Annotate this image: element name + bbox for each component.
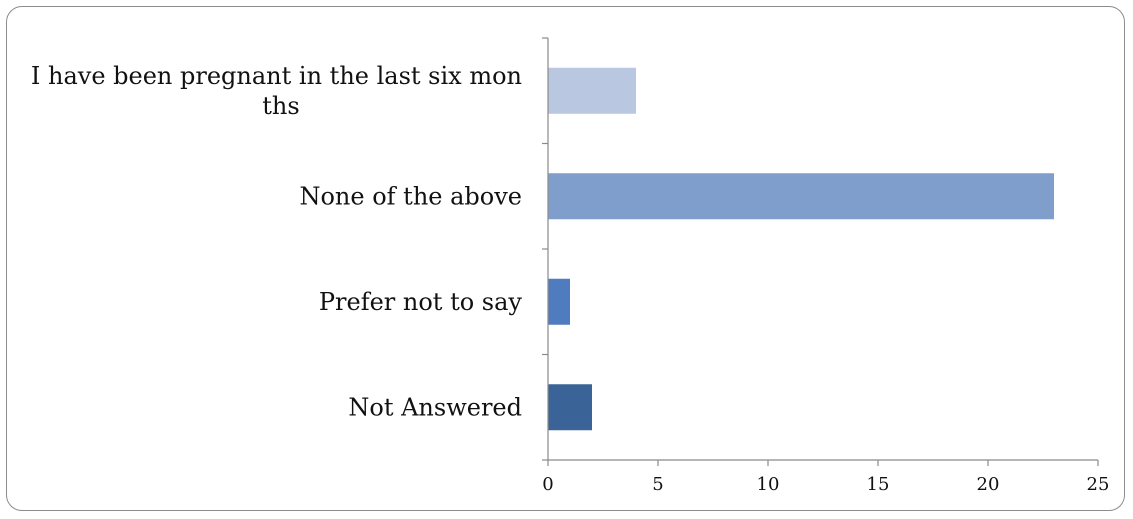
- bar-1: [548, 173, 1054, 220]
- x-tick-label-3: 15: [867, 474, 890, 495]
- bar-0: [548, 67, 636, 114]
- category-label-0-line-1: ths: [262, 92, 299, 120]
- category-label-2-line-0: Prefer not to say: [319, 288, 523, 316]
- x-tick-label-0: 0: [542, 474, 553, 495]
- category-label-1-line-0: None of the above: [299, 182, 522, 210]
- x-tick-labels-group: 0 5 10 15 20 25: [542, 474, 1109, 495]
- x-tick-label-5: 25: [1087, 474, 1110, 495]
- axes-group: [542, 37, 1099, 466]
- bar-2: [548, 278, 570, 325]
- category-label-0-line-0: I have been pregnant in the last six mon: [31, 62, 522, 90]
- x-tick-label-2: 10: [757, 474, 780, 495]
- bar-3: [548, 384, 592, 431]
- bars-group: [548, 67, 1054, 431]
- x-tick-label-4: 20: [977, 474, 1000, 495]
- x-tick-label-1: 5: [652, 474, 663, 495]
- category-labels-group: I have been pregnant in the last six mon…: [31, 62, 523, 422]
- category-label-3-line-0: Not Answered: [348, 393, 522, 421]
